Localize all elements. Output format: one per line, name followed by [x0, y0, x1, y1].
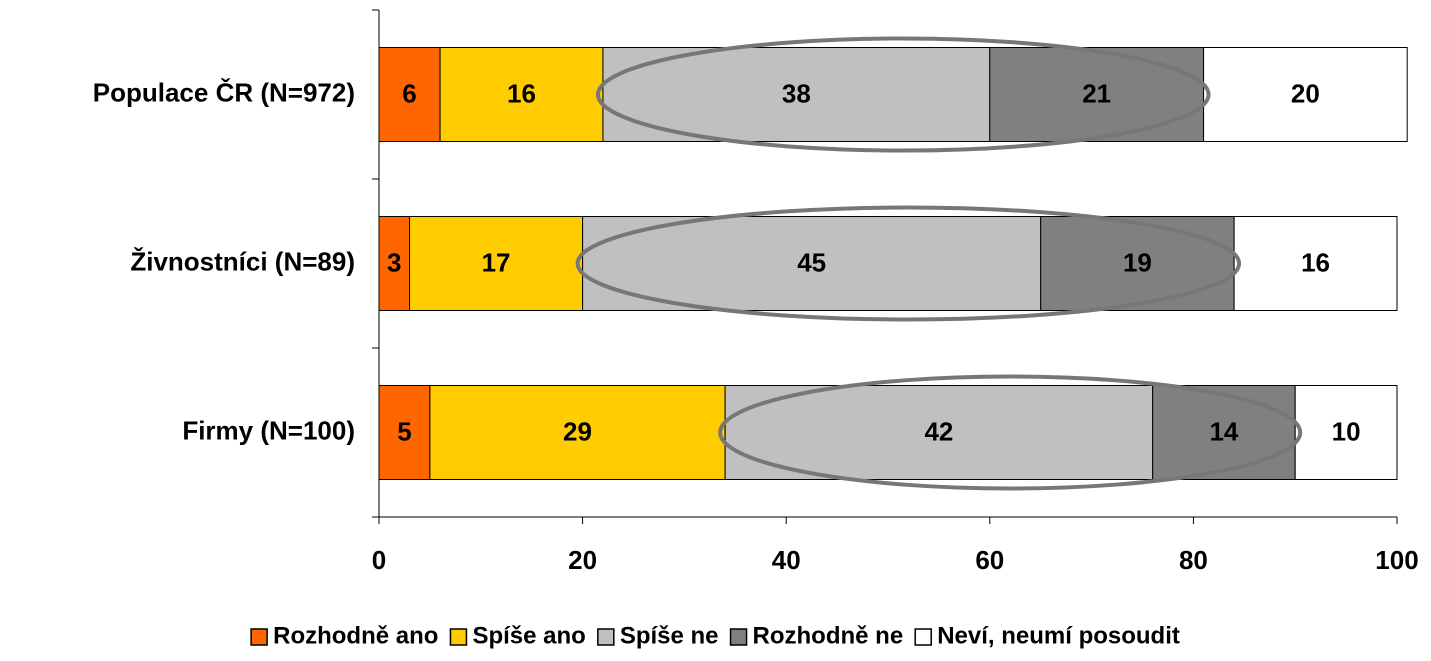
bar-segment — [1294, 385, 1398, 480]
legend-label: Spíše ano — [472, 622, 585, 649]
bar-segment — [1040, 216, 1235, 311]
legend-label: Rozhodně ne — [753, 622, 904, 649]
bar-segment — [1203, 47, 1408, 142]
data-label: 29 — [563, 416, 592, 446]
legend-label: Neví, neumí posoudit — [937, 622, 1180, 649]
bar-segment — [439, 47, 604, 142]
bar-segment — [582, 216, 1042, 311]
data-label: 16 — [507, 78, 536, 108]
legend-label: Rozhodně ano — [273, 622, 438, 649]
data-label: 5 — [397, 416, 411, 446]
x-tick-label: 40 — [772, 545, 801, 575]
highlight-ellipse — [575, 205, 1242, 322]
legend-label: Spíše ne — [620, 622, 719, 649]
legend-swatch — [729, 628, 748, 646]
highlight-ellipse — [595, 36, 1211, 153]
bar-segment — [1152, 385, 1296, 480]
x-tick-label: 80 — [1179, 545, 1208, 575]
data-label: 10 — [1332, 416, 1361, 446]
data-label: 3 — [387, 247, 401, 277]
bar-segment — [989, 47, 1205, 142]
data-label: 21 — [1082, 78, 1111, 108]
data-label: 38 — [782, 78, 811, 108]
legend-swatch — [250, 628, 268, 646]
x-tick-label: 60 — [975, 545, 1004, 575]
data-label: 16 — [1301, 247, 1330, 277]
bar-segment — [378, 47, 441, 142]
category-label: Populace ČR (N=972) — [93, 77, 355, 107]
data-label: 20 — [1291, 78, 1320, 108]
bar-segment — [1233, 216, 1398, 311]
bar-segment — [724, 385, 1154, 480]
category-label: Firmy (N=100) — [182, 415, 355, 445]
category-label: Živnostníci (N=89) — [130, 246, 355, 276]
x-tick-label: 20 — [568, 545, 597, 575]
data-label: 6 — [402, 78, 416, 108]
legend-swatch — [449, 628, 468, 646]
data-label: 17 — [482, 247, 511, 277]
bar-segment — [429, 385, 726, 480]
bar-segment — [602, 47, 991, 142]
data-label: 42 — [924, 416, 953, 446]
legend-swatch — [597, 628, 615, 646]
data-label: 19 — [1123, 247, 1152, 277]
data-label: 14 — [1209, 416, 1238, 446]
legend-swatch — [914, 628, 932, 646]
x-tick-label: 0 — [372, 545, 386, 575]
highlight-ellipse — [718, 374, 1303, 491]
x-tick-label: 100 — [1375, 545, 1418, 575]
bar-segment — [409, 216, 584, 311]
data-label: 45 — [797, 247, 826, 277]
